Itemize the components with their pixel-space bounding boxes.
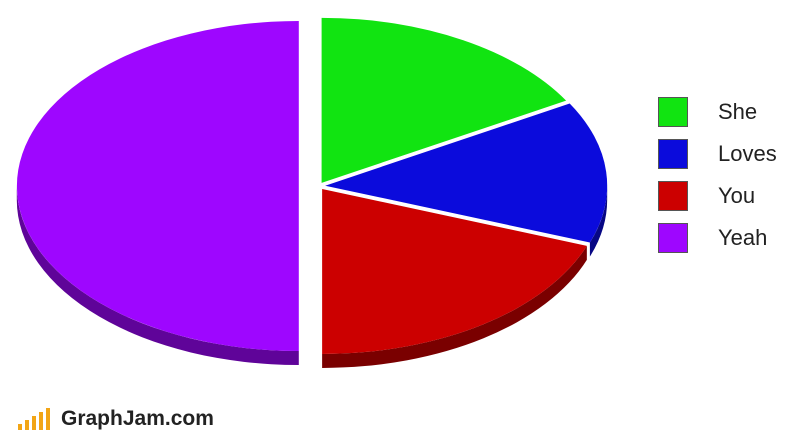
signal-bars-icon — [18, 408, 53, 430]
legend-swatch-you — [658, 181, 688, 211]
pie-slice-yeah — [16, 21, 299, 351]
legend-item-yeah: Yeah — [658, 222, 777, 254]
legend-swatch-yeah — [658, 223, 688, 253]
pie-slice-she — [321, 17, 567, 183]
pie-slice-loves — [325, 103, 608, 243]
legend-item-you: You — [658, 180, 777, 212]
legend-swatch-loves — [658, 139, 688, 169]
graphjam-logo: GraphJam.com — [18, 408, 214, 430]
legend-swatch-she — [658, 97, 688, 127]
legend-label-loves: Loves — [718, 141, 777, 166]
legend: She Loves You Yeah — [658, 96, 777, 264]
legend-item-loves: Loves — [658, 138, 777, 170]
legend-label-you: You — [718, 183, 756, 208]
pie-slice-side-loves — [589, 185, 608, 257]
pie-slice-you — [322, 188, 587, 354]
legend-label-she: She — [718, 99, 758, 124]
legend-item-she: She — [658, 96, 777, 128]
watermark-text: GraphJam.com — [61, 407, 214, 430]
pie-slice-side-yeah — [16, 186, 299, 365]
pie-slice-side-you — [322, 245, 587, 368]
legend-label-yeah: Yeah — [718, 225, 768, 250]
